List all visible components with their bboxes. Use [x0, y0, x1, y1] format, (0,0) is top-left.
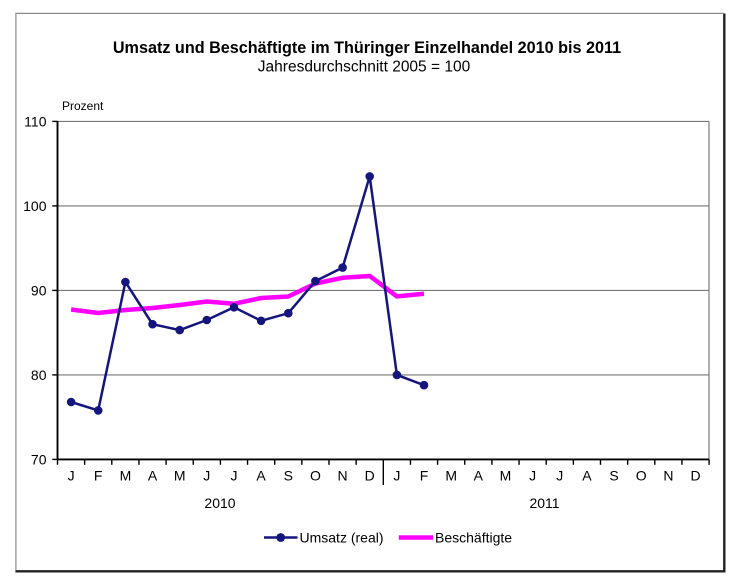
svg-text:M: M — [445, 468, 457, 484]
svg-text:O: O — [310, 468, 321, 484]
svg-text:F: F — [94, 468, 103, 484]
svg-text:A: A — [582, 468, 592, 484]
svg-text:70: 70 — [31, 451, 47, 467]
svg-text:Umsatz und Beschäftigte im Thü: Umsatz und Beschäftigte im Thüringer Ein… — [113, 39, 621, 57]
svg-text:D: D — [690, 468, 700, 484]
svg-text:Prozent: Prozent — [62, 99, 104, 113]
svg-text:80: 80 — [31, 367, 47, 383]
svg-text:Jahresdurchschnitt 2005 = 100: Jahresdurchschnitt 2005 = 100 — [258, 59, 471, 76]
svg-text:N: N — [338, 468, 348, 484]
svg-text:A: A — [256, 468, 266, 484]
svg-text:M: M — [500, 468, 512, 484]
svg-text:Umsatz (real): Umsatz (real) — [300, 530, 384, 546]
svg-text:2011: 2011 — [529, 495, 559, 511]
svg-text:S: S — [284, 468, 293, 484]
svg-text:2010: 2010 — [204, 495, 235, 511]
svg-text:O: O — [636, 468, 647, 484]
svg-text:M: M — [120, 468, 132, 484]
svg-text:F: F — [420, 468, 429, 484]
svg-text:D: D — [365, 468, 375, 484]
svg-text:J: J — [203, 468, 210, 484]
svg-text:N: N — [663, 468, 673, 484]
svg-text:J: J — [68, 468, 75, 484]
svg-text:J: J — [529, 468, 536, 484]
svg-text:J: J — [393, 468, 400, 484]
svg-text:M: M — [174, 468, 186, 484]
svg-text:A: A — [148, 468, 158, 484]
svg-text:A: A — [474, 468, 484, 484]
svg-text:S: S — [609, 468, 618, 484]
svg-text:100: 100 — [23, 198, 47, 214]
svg-text:J: J — [556, 468, 563, 484]
svg-text:90: 90 — [31, 282, 47, 298]
svg-text:110: 110 — [24, 113, 47, 129]
svg-text:Beschäftigte: Beschäftigte — [435, 530, 512, 546]
svg-text:J: J — [231, 468, 238, 484]
